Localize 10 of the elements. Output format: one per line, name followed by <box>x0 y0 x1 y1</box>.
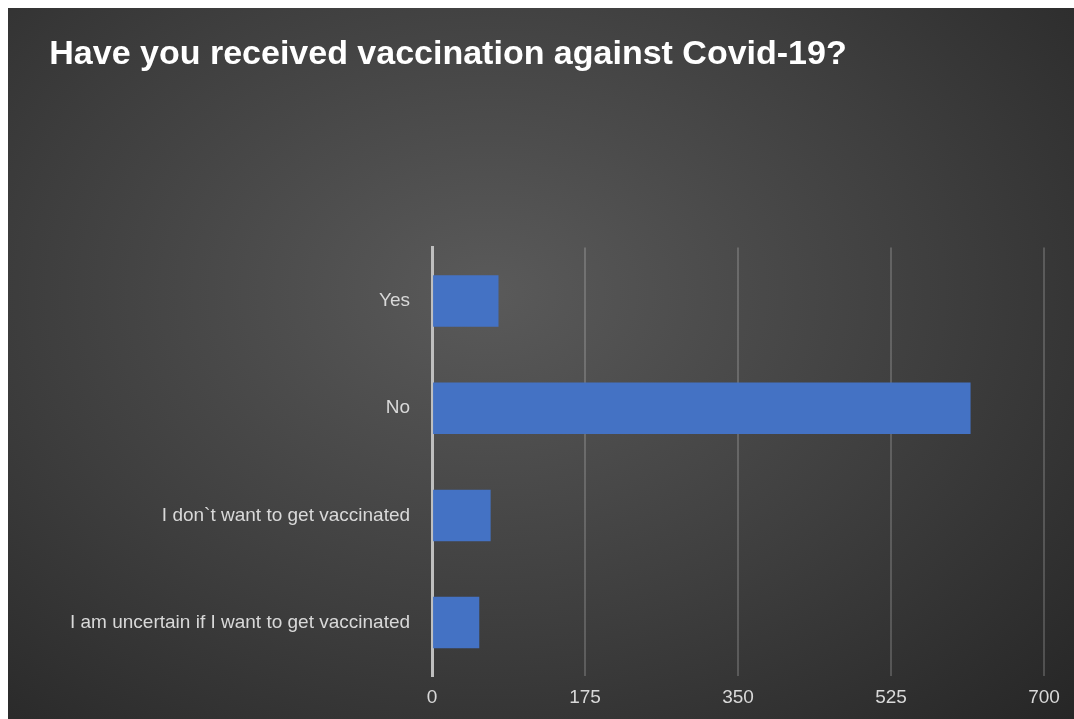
y-tick-label: I don`t want to get vaccinated <box>161 503 411 525</box>
x-tick-label: 175 <box>569 685 601 707</box>
y-tick-label: No <box>385 396 411 418</box>
x-tick-label: 0 <box>426 685 438 707</box>
y-tick-label: I am uncertain if I want to get vaccinated <box>69 610 411 632</box>
x-tick-label: 525 <box>875 685 907 707</box>
x-tick-label: 700 <box>1028 685 1060 707</box>
y-tick-label: Yes <box>379 289 411 311</box>
x-tick-label: 350 <box>722 685 754 707</box>
chart-title: Have you received vaccination against Covid-19? <box>48 32 848 73</box>
